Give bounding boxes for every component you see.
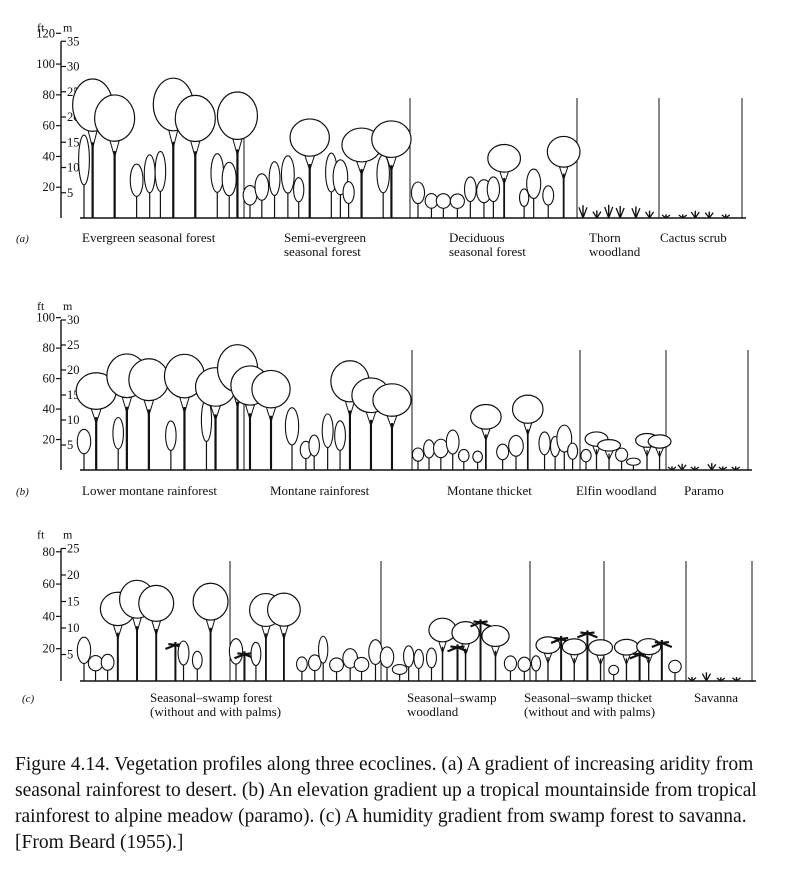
zone-label: Montane thicket: [447, 483, 532, 498]
zone-label-line: Savanna: [694, 690, 738, 705]
zone-label-line: woodland: [589, 244, 641, 259]
vegetation-profiles-figure: 35 30 25 20 15 10 5 120 100 80 60 40 20 ft m (a) Evergre…: [16, 20, 756, 719]
zone-label-line: Thorn: [589, 230, 621, 245]
zone-label-line: Seasonal–swamp: [407, 690, 497, 705]
zone-label-line: Cactus scrub: [660, 230, 727, 245]
zone-label-line: (without and with palms): [150, 704, 281, 719]
zone-label-line: Seasonal–swamp forest: [150, 690, 273, 705]
m-tick-label: 30: [67, 313, 80, 327]
zone-label: Seasonal–swamp thicket(without and with …: [524, 690, 655, 719]
zone-label-line: Elfin woodland: [576, 483, 657, 498]
zone-label: Montane rainforest: [270, 483, 370, 498]
panel-label: (b): [16, 486, 29, 498]
ft-tick-label: 40: [43, 402, 56, 416]
zone-label-line: woodland: [407, 704, 459, 719]
zone-label: Savanna: [694, 690, 738, 705]
panel-label: (c): [22, 693, 35, 705]
m-tick-label: 10: [67, 621, 80, 635]
zone-label-line: Evergreen seasonal forest: [82, 230, 216, 245]
ft-tick-label: 80: [43, 545, 56, 559]
ft-tick-label: 80: [43, 341, 56, 355]
ft-tick-label: 20: [43, 180, 56, 194]
zone-label-line: Deciduous: [449, 230, 505, 245]
m-tick-label: 25: [67, 338, 80, 352]
m-tick-label: 15: [67, 595, 80, 609]
zone-label-line: seasonal forest: [284, 244, 361, 259]
zone-label-line: Montane thicket: [447, 483, 532, 498]
m-tick-label: 20: [67, 363, 80, 377]
zone-label: Evergreen seasonal forest: [82, 230, 216, 245]
zone-label-line: Lower montane rainforest: [82, 483, 217, 498]
ft-tick-label: 40: [43, 609, 56, 623]
ft-tick-label: 60: [43, 372, 56, 386]
zone-label-line: Semi-evergreen: [284, 230, 367, 245]
m-tick-label: 5: [67, 186, 73, 200]
ft-tick-label: 40: [43, 149, 56, 163]
ft-unit-label: ft: [37, 20, 45, 34]
ft-unit-label: ft: [37, 299, 45, 313]
zone-label-line: Montane rainforest: [270, 483, 370, 498]
height-axis: 25 20 15 10 5 80 60 40 20 ft m: [37, 528, 80, 681]
m-unit-label: m: [63, 528, 73, 542]
zone-label-line: (without and with palms): [524, 704, 655, 719]
ft-tick-label: 80: [43, 88, 56, 102]
m-tick-label: 5: [67, 648, 73, 662]
ft-tick-label: 100: [36, 57, 55, 71]
vegetation-silhouettes: [75, 344, 741, 471]
m-tick-label: 15: [67, 135, 80, 149]
figure-caption: Figure 4.14. Vegetation profiles along t…: [15, 754, 757, 853]
m-tick-label: 5: [67, 438, 73, 452]
ft-tick-label: 20: [43, 642, 56, 656]
vegetation-silhouettes: [76, 579, 741, 682]
zone-label: Cactus scrub: [660, 230, 727, 245]
ft-tick-label: 100: [36, 311, 55, 325]
ft-tick-label: 60: [43, 119, 56, 133]
m-unit-label: m: [63, 20, 73, 34]
panel-label: (a): [16, 233, 29, 245]
zone-label-line: Paramo: [684, 483, 724, 498]
ft-tick-label: 120: [36, 26, 55, 40]
vegetation-silhouettes: [72, 77, 731, 219]
m-tick-label: 35: [67, 34, 80, 48]
ft-unit-label: ft: [37, 528, 45, 542]
ft-tick-label: 60: [43, 577, 56, 591]
m-tick-label: 30: [67, 60, 80, 74]
m-tick-label: 10: [67, 413, 80, 427]
m-tick-label: 20: [67, 568, 80, 582]
m-tick-label: 25: [67, 542, 80, 556]
zone-label: Elfin woodland: [576, 483, 657, 498]
zone-label: Lower montane rainforest: [82, 483, 217, 498]
zone-label: Seasonal–swamp forest(without and with p…: [150, 690, 281, 719]
m-unit-label: m: [63, 299, 73, 313]
zone-label: Paramo: [684, 483, 724, 498]
ft-tick-label: 20: [43, 433, 56, 447]
profile-panel-c: 25 20 15 10 5 80 60 40 20 ft m (c) Seasonal–swamp fo…: [22, 528, 756, 719]
zone-label-line: seasonal forest: [449, 244, 526, 259]
zone-label-line: Seasonal–swamp thicket: [524, 690, 653, 705]
m-tick-label: 10: [67, 161, 80, 175]
